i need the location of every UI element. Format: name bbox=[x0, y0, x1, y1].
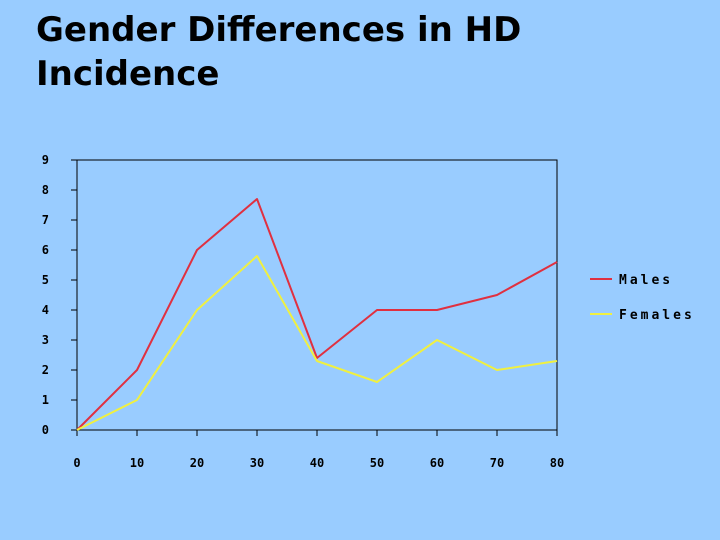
x-tick-label: 30 bbox=[250, 456, 264, 470]
x-tick-label: 10 bbox=[130, 456, 144, 470]
x-tick-label: 80 bbox=[550, 456, 564, 470]
legend-label-females: Females bbox=[619, 308, 695, 323]
legend: Males Females bbox=[590, 273, 695, 323]
plot-area bbox=[76, 159, 558, 431]
x-tick-label: 40 bbox=[310, 456, 324, 470]
x-tick-label: 70 bbox=[490, 456, 504, 470]
x-tick-label: 60 bbox=[430, 456, 444, 470]
legend-label-males: Males bbox=[619, 273, 673, 288]
y-tick-label: 5 bbox=[42, 273, 49, 287]
slide-title: Gender Differences in HD Incidence bbox=[36, 10, 522, 94]
y-tick-label: 1 bbox=[42, 393, 49, 407]
y-tick-label: 8 bbox=[42, 183, 49, 197]
series-lines bbox=[76, 198, 558, 431]
y-tick-label: 6 bbox=[42, 243, 49, 257]
y-tick-label: 9 bbox=[42, 153, 49, 167]
y-tick-label: 4 bbox=[42, 303, 49, 317]
x-axis: 0 10 20 30 40 50 60 70 80 bbox=[73, 430, 564, 470]
y-tick-label: 3 bbox=[42, 333, 49, 347]
x-tick-label: 0 bbox=[73, 456, 80, 470]
series-line-females bbox=[76, 255, 558, 431]
x-tick-label: 20 bbox=[190, 456, 204, 470]
y-tick-label: 7 bbox=[42, 213, 49, 227]
y-tick-label: 2 bbox=[42, 363, 49, 377]
y-axis: 0 1 2 3 4 5 6 7 8 9 bbox=[42, 153, 77, 437]
y-tick-label: 0 bbox=[42, 423, 49, 437]
x-tick-label: 50 bbox=[370, 456, 384, 470]
series-line-males bbox=[76, 198, 558, 431]
